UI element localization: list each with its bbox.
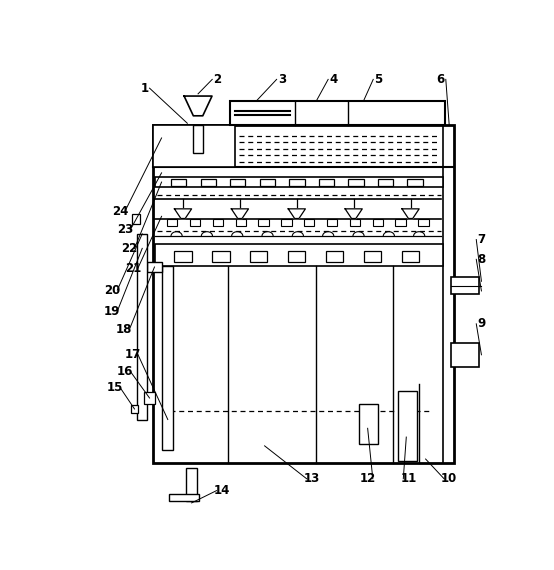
Text: 21: 21	[125, 262, 141, 275]
Text: 24: 24	[112, 205, 128, 218]
Bar	[418, 218, 429, 226]
Bar	[398, 391, 417, 461]
Polygon shape	[232, 209, 249, 218]
Text: 14: 14	[213, 484, 230, 497]
Text: 20: 20	[104, 283, 120, 296]
Bar	[131, 405, 138, 413]
Bar	[132, 214, 140, 224]
Text: 6: 6	[437, 73, 445, 86]
Bar	[153, 125, 234, 167]
Text: 11: 11	[401, 473, 417, 485]
Bar	[235, 218, 246, 226]
Text: 2: 2	[213, 73, 222, 86]
Text: 10: 10	[441, 473, 458, 485]
Bar	[452, 343, 479, 367]
Text: 23: 23	[117, 223, 133, 237]
Bar	[212, 251, 229, 262]
Text: 22: 22	[121, 242, 137, 255]
Bar	[153, 125, 454, 463]
Text: 13: 13	[304, 473, 320, 485]
Polygon shape	[184, 96, 212, 116]
Bar	[175, 251, 192, 262]
Bar	[319, 179, 334, 186]
Bar	[213, 218, 223, 226]
Text: 3: 3	[278, 73, 286, 86]
Text: 8: 8	[478, 253, 485, 266]
Bar	[350, 218, 360, 226]
Bar	[162, 266, 173, 450]
Bar	[407, 179, 423, 186]
Text: 19: 19	[104, 304, 120, 317]
Bar	[304, 218, 315, 226]
Bar	[364, 251, 381, 262]
Polygon shape	[402, 209, 419, 218]
Polygon shape	[288, 209, 305, 218]
Bar	[452, 277, 479, 295]
Bar	[137, 234, 147, 420]
Bar	[146, 262, 162, 272]
Bar	[186, 468, 197, 500]
Bar	[402, 251, 419, 262]
Bar	[260, 179, 275, 186]
Bar	[145, 392, 155, 404]
Bar	[359, 404, 378, 443]
Text: 15: 15	[107, 381, 124, 394]
Bar	[230, 179, 245, 186]
Text: 7: 7	[478, 233, 485, 246]
Text: 12: 12	[360, 473, 376, 485]
Bar	[288, 251, 305, 262]
Bar	[201, 179, 216, 186]
Text: 5: 5	[375, 73, 382, 86]
Bar	[396, 218, 406, 226]
Bar	[348, 179, 363, 186]
Bar	[230, 101, 445, 125]
Bar	[193, 125, 203, 153]
Bar	[378, 179, 393, 186]
Bar	[169, 494, 199, 500]
Bar	[373, 218, 383, 226]
Bar	[289, 179, 305, 186]
Bar	[155, 177, 443, 187]
Text: 18: 18	[116, 323, 132, 336]
Bar	[167, 218, 177, 226]
Bar	[171, 179, 187, 186]
Bar	[281, 218, 291, 226]
Text: 9: 9	[478, 317, 485, 331]
Bar	[250, 251, 268, 262]
Bar	[327, 218, 337, 226]
Polygon shape	[345, 209, 362, 218]
Bar	[259, 218, 269, 226]
Bar	[190, 218, 201, 226]
Text: 17: 17	[125, 348, 141, 361]
Polygon shape	[175, 209, 192, 218]
Text: 16: 16	[117, 365, 134, 378]
Text: 4: 4	[329, 73, 337, 86]
Text: 1: 1	[140, 82, 148, 95]
Bar	[155, 244, 443, 266]
Bar	[326, 251, 343, 262]
